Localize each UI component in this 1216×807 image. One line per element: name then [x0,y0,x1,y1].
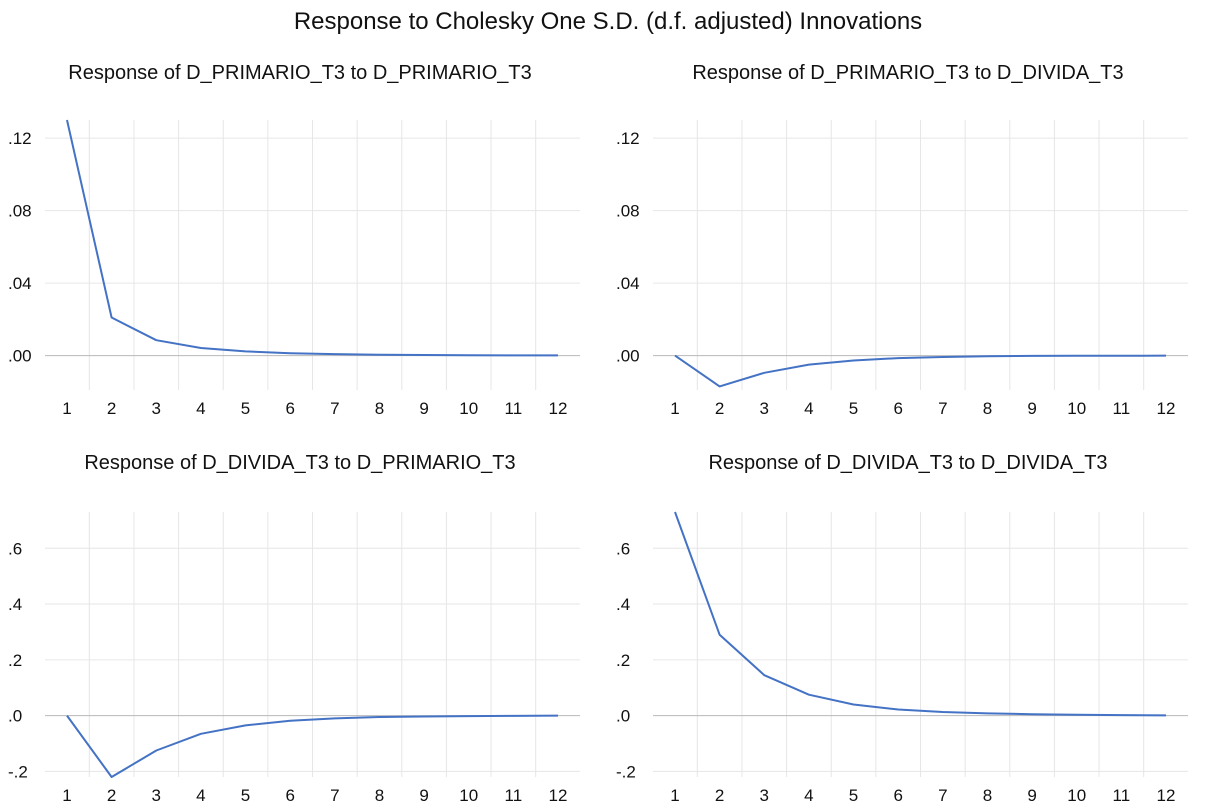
x-tick-label: 2 [107,786,116,805]
x-tick-label: 9 [1027,786,1036,805]
y-tick-label: -.2 [616,762,636,781]
y-tick-label: .08 [616,202,640,221]
response-line [674,511,1167,717]
chart-title: Response of D_PRIMARIO_T3 to D_PRIMARIO_… [68,62,532,84]
chart-title: Response of D_DIVIDA_T3 to D_PRIMARIO_T3 [84,452,516,474]
y-tick-label: .00 [616,347,640,366]
chart-title: Response of D_PRIMARIO_T3 to D_DIVIDA_T3 [692,62,1124,84]
y-tick-label: .4 [616,595,630,614]
response-line [66,119,558,357]
x-tick-label: 1 [670,786,679,805]
x-tick-label: 7 [938,786,947,805]
x-tick-label: 12 [549,399,568,418]
x-tick-label: 10 [1067,786,1086,805]
x-tick-label: 8 [983,399,992,418]
chart-title: Response of D_DIVIDA_T3 to D_DIVIDA_T3 [708,452,1108,474]
chart-panel-primario-divida: Response of D_PRIMARIO_T3 to D_DIVIDA_T3… [608,60,1208,430]
x-tick-label: 8 [983,786,992,805]
x-tick-label: 11 [505,399,523,418]
x-tick-label: 6 [893,399,902,418]
x-tick-label: 6 [285,399,294,418]
x-tick-label: 8 [375,786,384,805]
x-tick-label: 10 [459,786,478,805]
x-tick-label: 12 [549,786,568,805]
x-tick-label: 9 [419,786,428,805]
y-tick-label: .4 [8,595,22,614]
x-tick-label: 7 [330,786,339,805]
line-chart: .00.04.08.121 2 3 4 5 6 7 8 9 10 11 12 [616,120,1188,418]
chart-panel-divida-primario: Response of D_DIVIDA_T3 to D_PRIMARIO_T3… [0,432,600,805]
x-tick-label: 2 [715,786,724,805]
y-tick-label: .12 [8,129,32,148]
line-chart: -.2.0.2.4.61 2 3 4 5 6 7 8 9 10 11 12 [8,512,580,805]
x-tick-label: 6 [893,786,902,805]
x-tick-label: 3 [152,786,161,805]
y-tick-label: .00 [8,347,32,366]
x-tick-label: 11 [1113,786,1131,805]
y-tick-label: -.2 [8,762,28,781]
x-tick-label: 7 [330,399,339,418]
line-chart: -.2.0.2.4.61 2 3 4 5 6 7 8 9 10 11 12 [616,511,1188,805]
x-tick-label: 11 [1113,399,1131,418]
x-tick-label: 2 [107,399,116,418]
x-tick-label: 4 [804,399,813,418]
y-tick-label: .04 [8,274,32,293]
y-tick-label: .12 [616,129,640,148]
x-tick-label: 1 [62,786,71,805]
x-tick-label: 5 [849,399,858,418]
x-tick-label: 3 [760,786,769,805]
chart-panel-divida-divida: Response of D_DIVIDA_T3 to D_DIVIDA_T3 -… [608,432,1208,805]
x-tick-label: 4 [804,786,813,805]
line-chart: .00.04.08.121 2 3 4 5 6 7 8 9 10 11 12 [8,119,580,418]
y-tick-label: .6 [616,539,630,558]
x-tick-label: 1 [62,399,71,418]
x-tick-label: 3 [760,399,769,418]
x-tick-label: 10 [1067,399,1086,418]
y-tick-label: .6 [8,539,22,558]
x-tick-label: 5 [241,399,250,418]
response-line [674,354,1167,388]
x-tick-label: 10 [459,399,478,418]
x-tick-label: 4 [196,786,205,805]
x-tick-label: 6 [285,786,294,805]
response-line [66,714,559,778]
x-tick-label: 7 [938,399,947,418]
y-tick-label: .2 [616,651,630,670]
x-tick-label: 9 [419,399,428,418]
x-tick-label: 12 [1157,399,1176,418]
y-tick-label: .08 [8,202,32,221]
y-tick-label: .2 [8,651,22,670]
x-tick-label: 9 [1027,399,1036,418]
x-tick-label: 8 [375,399,384,418]
x-tick-label: 3 [152,399,161,418]
x-tick-label: 5 [241,786,250,805]
x-tick-label: 1 [670,399,679,418]
y-tick-label: .0 [8,707,22,726]
x-tick-label: 4 [196,399,205,418]
x-tick-label: 2 [715,399,724,418]
x-tick-label: 12 [1157,786,1176,805]
y-tick-label: .04 [616,274,640,293]
y-tick-label: .0 [616,707,630,726]
figure-title: Response to Cholesky One S.D. (d.f. adju… [293,8,923,35]
chart-panel-primario-primario: Response of D_PRIMARIO_T3 to D_PRIMARIO_… [0,60,600,430]
x-tick-label: 11 [505,786,523,805]
x-tick-label: 5 [849,786,858,805]
